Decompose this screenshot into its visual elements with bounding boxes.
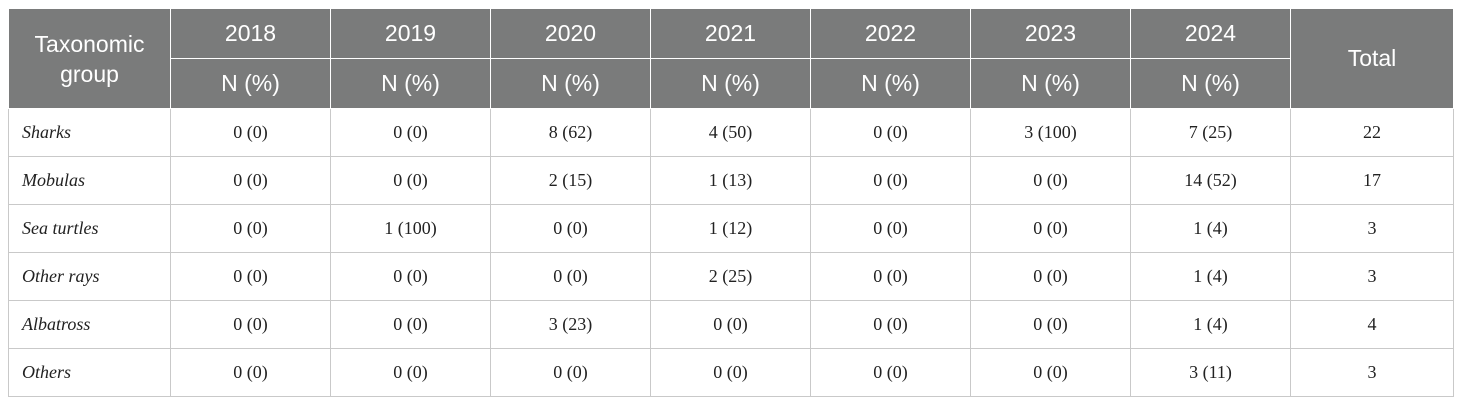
value-cell: 1 (12) [650,204,811,253]
value-cell: 0 (0) [970,156,1131,205]
value-cell: 0 (0) [170,156,331,205]
header-row-units: N (%) N (%) N (%) N (%) N (%) N (%) N (%… [9,58,1454,109]
value-cell: 7 (25) [1130,108,1291,157]
value-cell: 0 (0) [650,348,811,397]
value-cell: 0 (0) [970,300,1131,349]
table-container: Taxonomic group 2018 2019 2020 2021 2022… [8,8,1454,397]
value-cell: 0 (0) [810,348,971,397]
value-cell: 0 (0) [810,300,971,349]
total-cell: 4 [1290,300,1454,349]
value-cell: 1 (4) [1130,204,1291,253]
table-row: Albatross 0 (0) 0 (0) 3 (23) 0 (0) 0 (0)… [8,300,1454,349]
table-row: Sharks 0 (0) 0 (0) 8 (62) 4 (50) 0 (0) 3… [8,108,1454,157]
value-cell: 0 (0) [810,108,971,157]
value-cell: 0 (0) [170,204,331,253]
year-header: 2023 [970,8,1131,59]
value-cell: 3 (100) [970,108,1131,157]
year-header: 2019 [330,8,491,59]
taxonomic-group-cell: Other rays [8,252,171,301]
table-body: Sharks 0 (0) 0 (0) 8 (62) 4 (50) 0 (0) 3… [8,108,1454,397]
n-percent-header: N (%) [330,58,491,109]
taxonomic-group-cell: Sea turtles [8,204,171,253]
value-cell: 0 (0) [170,300,331,349]
year-header: 2020 [490,8,651,59]
value-cell: 0 (0) [490,204,651,253]
year-header: 2022 [810,8,971,59]
year-header: 2021 [650,8,811,59]
total-cell: 22 [1290,108,1454,157]
value-cell: 2 (15) [490,156,651,205]
table-row: Other rays 0 (0) 0 (0) 0 (0) 2 (25) 0 (0… [8,252,1454,301]
value-cell: 3 (11) [1130,348,1291,397]
year-header: 2024 [1130,8,1291,59]
n-percent-header: N (%) [970,58,1131,109]
value-cell: 0 (0) [170,108,331,157]
taxonomic-group-cell: Mobulas [8,156,171,205]
value-cell: 3 (23) [490,300,651,349]
taxonomic-group-cell: Others [8,348,171,397]
value-cell: 0 (0) [490,348,651,397]
value-cell: 1 (13) [650,156,811,205]
value-cell: 0 (0) [330,300,491,349]
value-cell: 0 (0) [810,156,971,205]
value-cell: 0 (0) [810,204,971,253]
value-cell: 0 (0) [970,348,1131,397]
n-percent-header: N (%) [170,58,331,109]
n-percent-header: N (%) [650,58,811,109]
value-cell: 0 (0) [330,108,491,157]
value-cell: 0 (0) [970,252,1131,301]
table-row: Sea turtles 0 (0) 1 (100) 0 (0) 1 (12) 0… [8,204,1454,253]
value-cell: 1 (100) [330,204,491,253]
value-cell: 2 (25) [650,252,811,301]
value-cell: 0 (0) [170,252,331,301]
taxonomic-group-header: Taxonomic group [8,8,171,109]
value-cell: 0 (0) [490,252,651,301]
value-cell: 1 (4) [1130,300,1291,349]
value-cell: 0 (0) [650,300,811,349]
table-row: Mobulas 0 (0) 0 (0) 2 (15) 1 (13) 0 (0) … [8,156,1454,205]
value-cell: 0 (0) [170,348,331,397]
value-cell: 14 (52) [1130,156,1291,205]
value-cell: 0 (0) [330,348,491,397]
taxonomic-group-cell: Albatross [8,300,171,349]
n-percent-header: N (%) [1130,58,1291,109]
table-header: Taxonomic group 2018 2019 2020 2021 2022… [8,8,1454,109]
header-row-years: Taxonomic group 2018 2019 2020 2021 2022… [8,8,1454,109]
bycatch-table: Taxonomic group 2018 2019 2020 2021 2022… [8,8,1454,397]
total-cell: 3 [1290,252,1454,301]
value-cell: 1 (4) [1130,252,1291,301]
value-cell: 0 (0) [330,156,491,205]
value-cell: 0 (0) [330,252,491,301]
total-cell: 3 [1290,204,1454,253]
total-cell: 17 [1290,156,1454,205]
table-row: Others 0 (0) 0 (0) 0 (0) 0 (0) 0 (0) 0 (… [8,348,1454,397]
year-header: 2018 [170,8,331,59]
value-cell: 4 (50) [650,108,811,157]
n-percent-header: N (%) [810,58,971,109]
value-cell: 0 (0) [970,204,1131,253]
total-header: Total [1290,8,1454,109]
n-percent-header: N (%) [490,58,651,109]
total-cell: 3 [1290,348,1454,397]
value-cell: 0 (0) [810,252,971,301]
taxonomic-group-cell: Sharks [8,108,171,157]
value-cell: 8 (62) [490,108,651,157]
